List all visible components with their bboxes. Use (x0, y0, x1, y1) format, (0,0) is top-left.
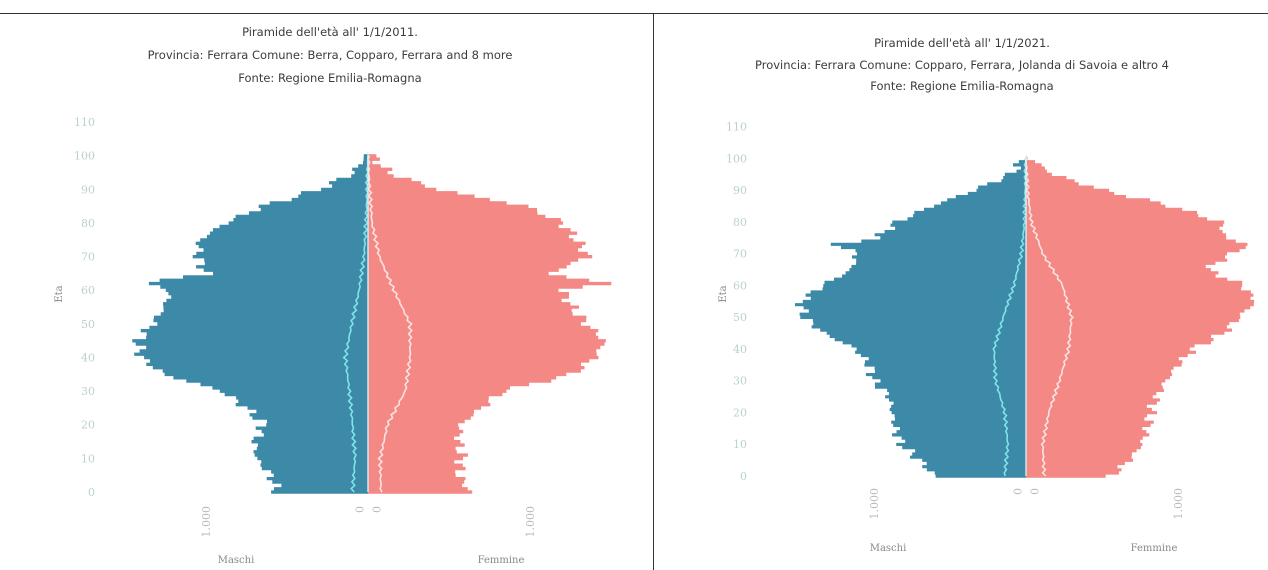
y-tick-label: 70 (81, 251, 95, 264)
chart-panel-2011: Piramide dell'età all' 1/1/2011. Provinci… (0, 14, 653, 570)
y-tick-label: 100 (74, 150, 95, 163)
male-foreign-line (342, 155, 369, 493)
y-tick-label: 70 (733, 248, 747, 261)
female-foreign-line (367, 155, 413, 493)
female-bars (1026, 156, 1255, 478)
male-foreign-line (992, 158, 1028, 477)
y-tick-label: 110 (74, 116, 95, 129)
y-tick-label: 50 (733, 311, 747, 324)
male-side-label: Maschi (218, 555, 255, 566)
female-side-label: Femmine (478, 555, 525, 566)
chart-title-line: Piramide dell'età all' 1/1/2011. (242, 25, 418, 39)
y-tick-label: 30 (733, 375, 747, 388)
y-tick-label: 40 (81, 351, 95, 364)
chart-title-line: Piramide dell'età all' 1/1/2021. (874, 36, 1050, 50)
y-tick-label: 0 (88, 486, 95, 499)
chart-title-line: Provincia: Ferrara Comune: Berra, Coppar… (148, 48, 513, 62)
y-tick-label: 110 (726, 121, 747, 134)
x-tick-label: 1.000 (524, 506, 537, 538)
female-side-label: Femmine (1131, 543, 1178, 554)
male-bars (795, 156, 1026, 478)
y-axis-title: Eta (718, 285, 729, 302)
y-tick-label: 20 (81, 419, 95, 432)
y-tick-label: 0 (740, 470, 747, 483)
chart-title-line: Fonte: Regione Emilia-Romagna (238, 71, 421, 85)
y-tick-label: 90 (81, 183, 95, 196)
x-tick-label: 0 (353, 506, 366, 513)
chart-title-line: Provincia: Ferrara Comune: Copparo, Ferr… (755, 58, 1169, 72)
x-tick-label: 0 (371, 506, 384, 513)
population-pyramid-2011: Piramide dell'età all' 1/1/2011. Provinci… (54, 25, 612, 566)
x-tick-label: 1.000 (868, 488, 881, 520)
y-tick-label: 50 (81, 318, 95, 331)
y-axis-title: Eta (54, 285, 65, 302)
y-tick-label: 10 (81, 452, 95, 465)
male-bars (132, 154, 368, 494)
x-tick-label: 0 (1029, 488, 1042, 495)
female-foreign-line (1024, 158, 1074, 477)
x-tick-label: 0 (1011, 488, 1024, 495)
chart-panel-2021: Piramide dell'età all' 1/1/2021. Provinci… (654, 14, 1268, 570)
y-tick-label: 60 (81, 284, 95, 297)
y-tick-label: 30 (81, 385, 95, 398)
female-bars (368, 154, 612, 494)
y-tick-label: 10 (733, 438, 747, 451)
chart-title-line: Fonte: Regione Emilia-Romagna (870, 79, 1053, 93)
y-tick-label: 80 (733, 216, 747, 229)
y-tick-label: 40 (733, 343, 747, 356)
x-tick-label: 1.000 (200, 506, 213, 538)
y-tick-label: 90 (733, 184, 747, 197)
y-tick-label: 100 (726, 152, 747, 165)
top-border (0, 13, 1268, 14)
male-side-label: Maschi (870, 543, 907, 554)
population-pyramid-2021: Piramide dell'età all' 1/1/2021. Provinci… (718, 36, 1255, 554)
y-tick-label: 80 (81, 217, 95, 230)
y-tick-label: 20 (733, 406, 747, 419)
x-tick-label: 1.000 (1172, 488, 1185, 520)
y-tick-label: 60 (733, 279, 747, 292)
panel-divider (653, 13, 654, 570)
